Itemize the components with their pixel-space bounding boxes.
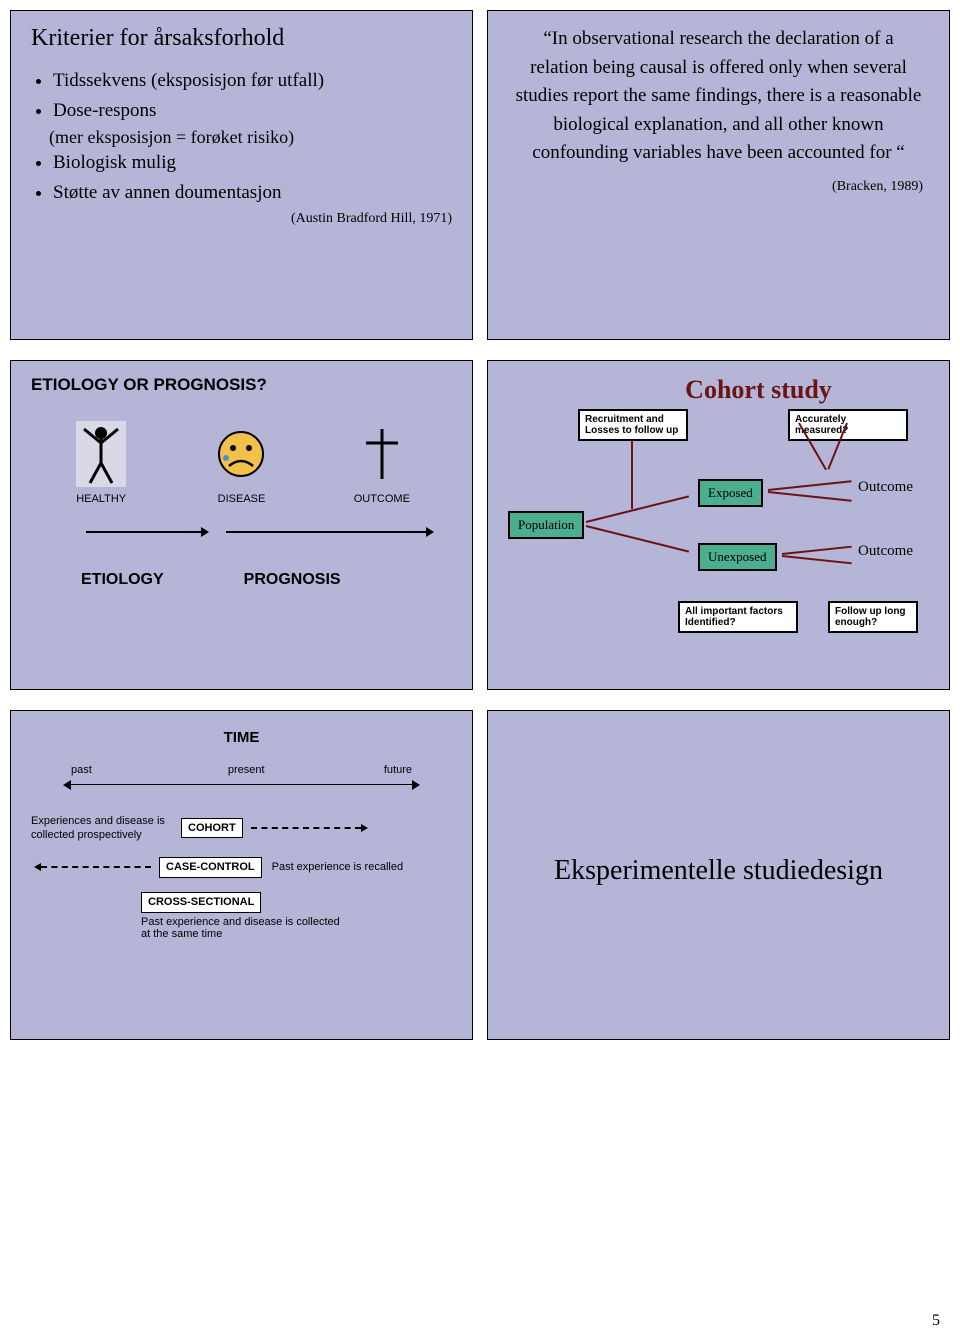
outcome-label: OUTCOME bbox=[354, 493, 410, 505]
arrow-left-icon bbox=[41, 866, 151, 868]
flow-line bbox=[631, 441, 633, 509]
healthy-icon bbox=[71, 419, 131, 489]
arrow-right-icon bbox=[251, 827, 361, 829]
arrow-prognosis bbox=[226, 531, 426, 533]
flow-line bbox=[782, 546, 852, 555]
arrow-row bbox=[31, 519, 452, 549]
timeline: past present future bbox=[71, 762, 412, 790]
cross-sectional-text: Past experience and disease is collected… bbox=[141, 916, 341, 940]
flow-line bbox=[586, 525, 689, 553]
timeline-line bbox=[71, 784, 412, 785]
slide-title: Eksperimentelle studiedesign bbox=[508, 855, 929, 887]
cohort-box: COHORT bbox=[181, 818, 243, 838]
cross-sectional-box: CROSS-SECTIONAL bbox=[141, 892, 261, 913]
flow-line bbox=[586, 495, 689, 523]
sub-text: (mer eksposisjon = forøket risiko) bbox=[49, 127, 452, 148]
slide-kriterier: Kriterier for årsaksforhold Tidssekvens … bbox=[10, 10, 473, 340]
cohort-row: Experiences and disease is collected pro… bbox=[31, 814, 452, 843]
outcome-icon bbox=[352, 419, 412, 489]
present-label: present bbox=[228, 764, 265, 776]
bullets-item: Biologisk mulig bbox=[53, 148, 452, 178]
bullets-item: Tidssekvens (eksposisjon før utfall) bbox=[53, 66, 452, 96]
page-number: 5 bbox=[932, 1312, 940, 1330]
casecontrol-row: CASE-CONTROL Past experience is recalled bbox=[41, 857, 452, 878]
healthy-label: HEALTHY bbox=[76, 493, 126, 505]
prognosis-label: PROGNOSIS bbox=[244, 571, 341, 589]
slide-quote: “In observational research the declarati… bbox=[487, 10, 950, 340]
unexposed-box: Unexposed bbox=[698, 543, 777, 571]
flow-line bbox=[782, 555, 852, 564]
slide-time-designs: TIME past present future Experiences and… bbox=[10, 710, 473, 1040]
bullets-item: Støtte av annen doumentasjon bbox=[53, 178, 452, 208]
bullet-list: Biologisk mulig Støtte av annen doumenta… bbox=[31, 148, 452, 209]
past-label: past bbox=[71, 764, 92, 776]
cross-sectional-block: CROSS-SECTIONAL Past experience and dise… bbox=[141, 892, 452, 940]
flow-line bbox=[768, 480, 852, 491]
flow-line bbox=[768, 491, 852, 502]
slide-title: Kriterier for årsaksforhold bbox=[31, 25, 452, 52]
disease-icon bbox=[211, 419, 271, 489]
icon-row: HEALTHY DISEASE bbox=[31, 419, 452, 505]
quote-text: “In observational research the declarati… bbox=[508, 25, 929, 197]
bullet-list: Tidssekvens (eksposisjon før utfall) Dos… bbox=[31, 66, 452, 127]
slide-title: ETIOLOGY OR PROGNOSIS? bbox=[31, 375, 452, 395]
quote-body: “In observational research the declarati… bbox=[516, 28, 922, 163]
casecontrol-box: CASE-CONTROL bbox=[159, 857, 262, 878]
population-box: Population bbox=[508, 511, 584, 539]
citation: (Bracken, 1989) bbox=[514, 176, 923, 197]
bottom-labels: ETIOLOGY PROGNOSIS bbox=[31, 571, 452, 589]
etiology-label: ETIOLOGY bbox=[81, 571, 164, 589]
future-label: future bbox=[384, 764, 412, 776]
cohort-title: Cohort study bbox=[580, 375, 937, 405]
citation: (Austin Bradford Hill, 1971) bbox=[31, 211, 452, 227]
cohort-text: Experiences and disease is collected pro… bbox=[31, 814, 181, 843]
recruitment-box: Recruitment and Losses to follow up bbox=[578, 409, 688, 441]
outcome-1: Outcome bbox=[858, 479, 913, 496]
slide-etiology-prognosis: ETIOLOGY OR PROGNOSIS? HEALTHY bbox=[10, 360, 473, 690]
casecontrol-text: Past experience is recalled bbox=[272, 860, 422, 874]
exposed-box: Exposed bbox=[698, 479, 763, 507]
slide-eksperimentelle: Eksperimentelle studiedesign bbox=[487, 710, 950, 1040]
slide-cohort-diagram: Cohort study Recruitment and Losses to f… bbox=[487, 360, 950, 690]
arrow-etiology bbox=[86, 531, 201, 533]
time-title: TIME bbox=[31, 729, 452, 746]
followup-box: Follow up long enough? bbox=[828, 601, 918, 633]
bullets-item: Dose-respons bbox=[53, 96, 452, 126]
factors-box: All important factors Identified? bbox=[678, 601, 798, 633]
outcome-2: Outcome bbox=[858, 543, 913, 560]
disease-label: DISEASE bbox=[218, 493, 266, 505]
